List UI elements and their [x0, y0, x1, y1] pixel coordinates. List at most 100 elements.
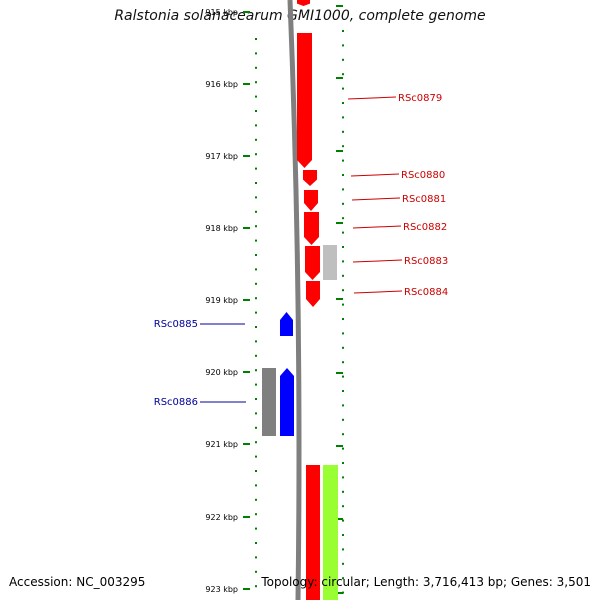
major-tick: [243, 516, 250, 518]
minor-tick: [255, 570, 257, 573]
minor-tick: [255, 38, 257, 40]
topology-text: Topology: circular; Length: 3,716,413 bp…: [261, 575, 591, 589]
major-tick: [336, 298, 343, 300]
minor-tick: [255, 182, 257, 184]
minor-tick: [255, 354, 257, 357]
minor-tick: [255, 412, 257, 415]
minor-tick: [255, 513, 257, 516]
minor-tick: [342, 246, 344, 248]
kbp-label: 915 kbp: [205, 8, 238, 17]
kbp-label: 922 kbp: [205, 513, 238, 522]
minor-tick: [255, 369, 257, 372]
minor-tick: [255, 585, 257, 588]
label-leader: [353, 290, 403, 294]
gene-label: RSc0879: [398, 93, 442, 104]
kbp-label: 923 kbp: [205, 585, 238, 594]
minor-tick: [342, 188, 344, 191]
major-tick: [336, 445, 343, 447]
label-leader: [352, 259, 403, 263]
kbp-label: 921 kbp: [205, 440, 238, 449]
minor-tick: [342, 418, 344, 421]
minor-tick: [342, 289, 344, 292]
gene-arrow: [303, 170, 317, 186]
minor-tick: [255, 383, 257, 386]
minor-tick: [342, 260, 344, 263]
major-tick: [336, 77, 343, 79]
map-title: Ralstonia solanacearum GMI1000, complete…: [114, 8, 486, 24]
minor-tick: [342, 73, 344, 76]
gene-arrow: [306, 281, 320, 307]
minor-tick: [342, 274, 344, 277]
minor-tick: [342, 231, 344, 234]
minor-tick: [342, 375, 344, 378]
minor-tick: [255, 124, 257, 127]
minor-tick: [342, 404, 344, 407]
minor-tick: [342, 433, 344, 436]
gene-arrow: [297, 33, 312, 168]
gene-label: RSc0881: [402, 194, 446, 205]
minor-tick: [255, 167, 257, 170]
minor-tick: [255, 326, 257, 328]
minor-tick: [342, 58, 344, 61]
major-tick: [243, 371, 250, 373]
major-tick: [336, 372, 343, 374]
gene-label: RSc0882: [403, 222, 447, 233]
minor-tick: [342, 145, 344, 148]
minor-tick: [342, 534, 344, 536]
minor-tick: [255, 542, 257, 544]
minor-tick: [342, 87, 344, 90]
minor-tick: [342, 44, 344, 47]
genome-backbone: [287, 0, 302, 600]
major-tick: [336, 518, 343, 520]
minor-tick: [255, 470, 257, 472]
minor-tick: [342, 159, 344, 162]
gene-block: [306, 465, 320, 600]
minor-tick: [255, 268, 257, 271]
minor-tick: [255, 441, 257, 444]
minor-tick: [255, 95, 257, 98]
minor-tick: [342, 476, 344, 479]
kbp-label: 917 kbp: [205, 152, 238, 161]
minor-tick: [342, 462, 344, 464]
minor-tick: [255, 297, 257, 300]
minor-tick: [342, 217, 344, 220]
major-tick: [243, 443, 250, 445]
gene-features: [262, 0, 338, 600]
minor-tick: [342, 318, 344, 320]
minor-tick: [255, 66, 257, 69]
minor-tick: [342, 577, 344, 580]
minor-tick: [342, 174, 344, 176]
major-tick: [243, 299, 250, 301]
minor-tick: [342, 361, 344, 364]
minor-tick: [342, 346, 344, 349]
minor-tick: [255, 225, 257, 228]
minor-tick: [255, 426, 257, 429]
accession-text: Accession: NC_003295: [9, 575, 146, 589]
gene-arrow: [305, 246, 320, 280]
major-tick: [243, 588, 250, 590]
minor-tick: [342, 562, 344, 565]
gene-label: RSc0883: [404, 256, 448, 267]
minor-tick: [255, 340, 257, 343]
gene-arrow: [280, 368, 294, 436]
minor-tick: [255, 498, 257, 501]
minor-tick: [255, 311, 257, 314]
minor-tick: [255, 527, 257, 530]
minor-tick: [255, 81, 257, 84]
rna-block: [323, 465, 338, 600]
minor-tick: [255, 254, 257, 256]
minor-tick: [342, 102, 344, 104]
major-tick: [336, 222, 343, 224]
gene-label: RSc0886: [154, 397, 198, 408]
label-leader: [350, 173, 400, 177]
minor-tick: [255, 398, 257, 400]
minor-tick: [255, 556, 257, 559]
major-tick: [336, 5, 343, 7]
minor-tick: [255, 52, 257, 55]
major-tick: [243, 11, 250, 13]
minor-tick: [255, 484, 257, 487]
minor-tick: [342, 116, 344, 119]
major-tick: [243, 83, 250, 85]
gene-arrow: [280, 312, 293, 336]
minor-tick: [342, 519, 344, 522]
